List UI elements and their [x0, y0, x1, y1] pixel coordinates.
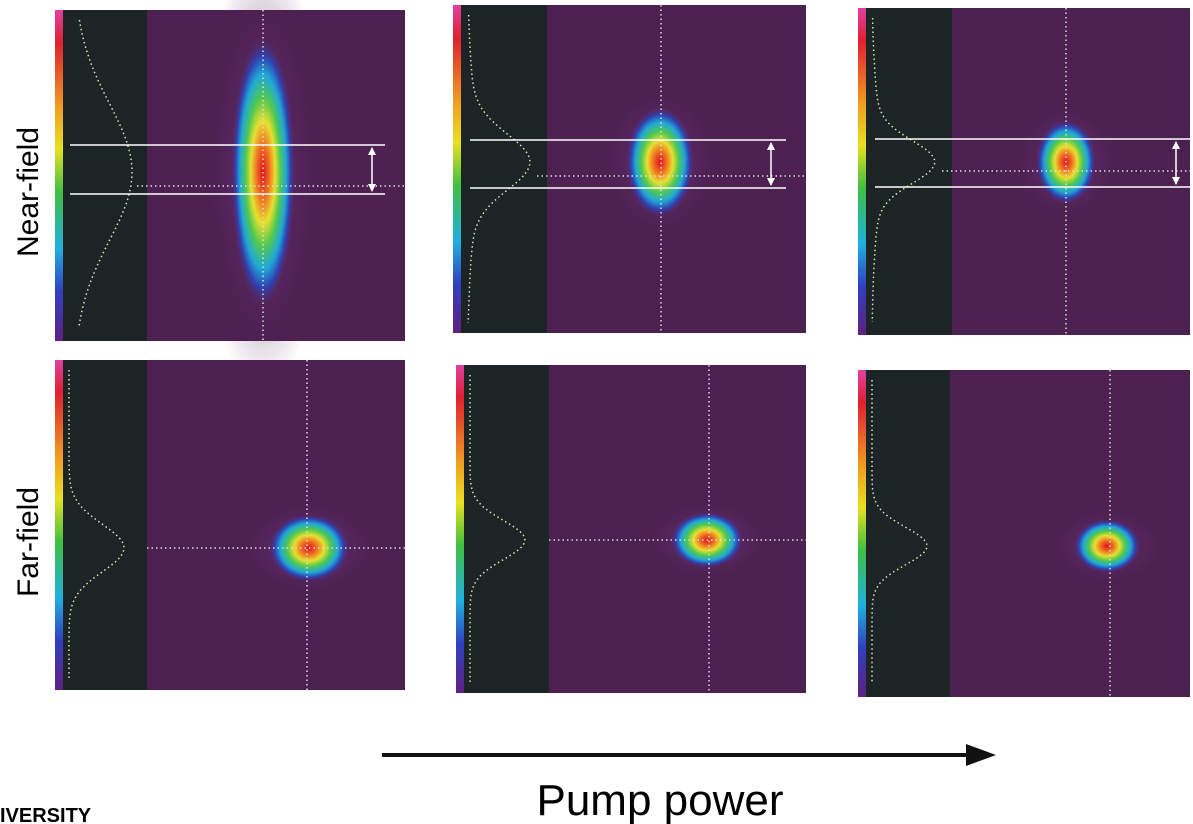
colorbar [858, 8, 866, 335]
footer-text: IVERSITY [0, 805, 92, 824]
profile-area [858, 370, 950, 697]
row-label: Near-field [12, 127, 45, 257]
axis-label: Pump power [536, 776, 783, 824]
colorbar [55, 10, 63, 341]
row-label: Far-field [12, 487, 45, 597]
profile-curve [68, 370, 125, 678]
colorbar [456, 365, 464, 693]
arrow-tip [368, 147, 376, 155]
profile-area [858, 8, 952, 335]
arrow-head [966, 744, 996, 766]
profile-curve [467, 14, 531, 324]
profile-curve [871, 380, 928, 684]
colorbar [858, 370, 866, 697]
arrow-tip [1172, 177, 1180, 185]
arrow-tip [767, 142, 775, 150]
arrow-tip [368, 184, 376, 192]
beam [1074, 519, 1140, 573]
profile-area [456, 365, 549, 693]
profile-curve [871, 17, 936, 323]
colorbar [453, 5, 461, 333]
beam [626, 107, 694, 217]
arrow-tip [1172, 141, 1180, 149]
colorbar [55, 360, 63, 690]
profile-curve [78, 19, 133, 329]
profile-area [453, 5, 547, 333]
profile-area [55, 360, 147, 690]
profile-area [55, 10, 147, 341]
arrow-tip [767, 178, 775, 186]
profile-curve [469, 375, 526, 683]
